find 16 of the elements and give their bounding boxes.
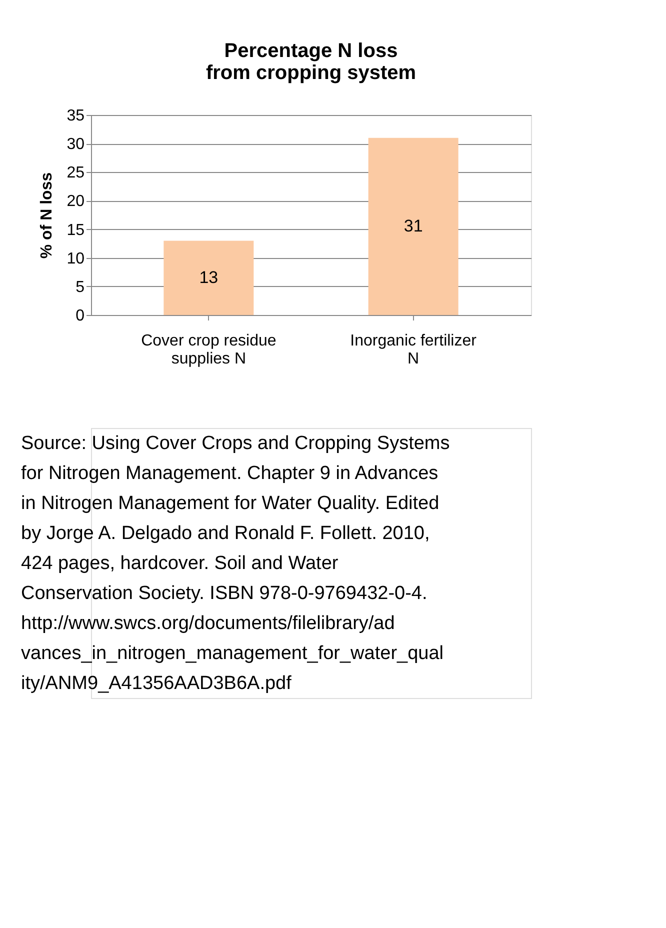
y-axis-title: % of N loss: [38, 172, 56, 259]
chart-title: Percentage N loss from cropping system: [206, 40, 416, 84]
y-tick-label: 20: [66, 193, 85, 210]
data-label: 31: [404, 216, 423, 236]
x-tick-label: Cover crop residue supplies N: [141, 332, 276, 368]
data-label: 13: [199, 268, 218, 287]
y-tick-label: 5: [76, 278, 85, 296]
y-tick-label: 10: [66, 250, 85, 268]
y-tick-label: 30: [66, 136, 85, 154]
source-note: Source: Using Cover Crops and Cropping Systems for Nitrogen Management. Chapter 9 in Advances in Nitrogen Management for Water Quality. Edited by Jorge A. Delgado and Ronald F. Follett. 2010, 424 pages, hardcover. Soil and Water Conservation Society. ISBN 978-0-9769432-0-4.: [21, 433, 450, 604]
y-tick-label: 25: [66, 164, 85, 182]
text: http://www.swcs.org/documents/filelibrary/advances_in_nitrogen_management_for_water_quality/ANM9_A41356AAD3B6A.pdf: [21, 613, 444, 694]
y-tick-label: 35: [66, 108, 85, 124]
x-tick-label: Inorganic fertilizer N: [350, 332, 478, 368]
y-tick-label: 0: [76, 308, 85, 324]
y-tick-label: 15: [66, 222, 85, 239]
